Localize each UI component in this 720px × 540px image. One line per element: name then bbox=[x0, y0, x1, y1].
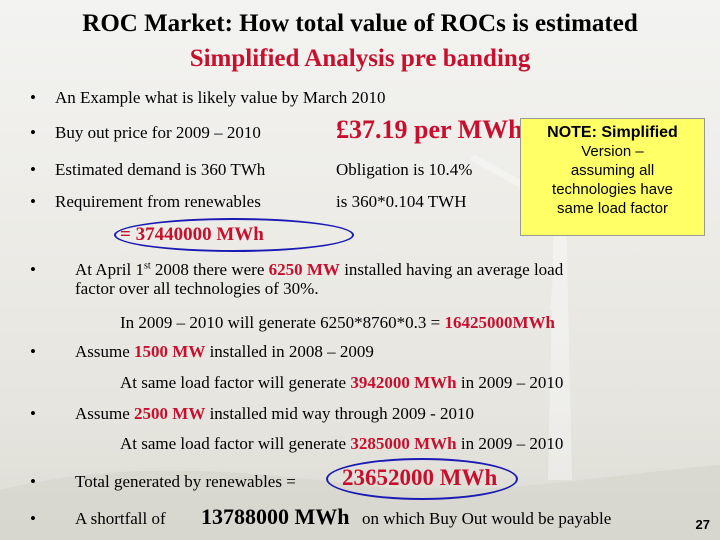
assume-1500-text: Assume 1500 MW installed in 2008 – 2009 bbox=[75, 342, 374, 362]
bullet-marker: • bbox=[30, 509, 36, 528]
note-line: Version – bbox=[581, 143, 644, 160]
bullet-marker: • bbox=[30, 404, 36, 423]
buyout-label: Buy out price for 2009 – 2010 bbox=[55, 123, 261, 142]
bullet-marker: • bbox=[30, 472, 36, 491]
text-part: At same load factor will generate bbox=[120, 434, 351, 453]
generation-calc-1: In 2009 – 2010 will generate 6250*8760*0… bbox=[120, 313, 555, 333]
text-part: At April 1 bbox=[75, 260, 144, 279]
buyout-price: £37.19 per MWh bbox=[336, 115, 523, 144]
slide-subtitle: Simplified Analysis pre banding bbox=[189, 45, 531, 72]
requirement-text: Requirement from renewables bbox=[55, 192, 261, 211]
text-part: Assume bbox=[75, 342, 135, 361]
highlight-oval bbox=[114, 218, 354, 252]
obligation-text: Obligation is 10.4% bbox=[336, 160, 473, 179]
bullet-marker: • bbox=[30, 88, 36, 107]
text-part: in 2009 – 2010 bbox=[456, 434, 564, 453]
note-heading: NOTE: Simplified bbox=[547, 124, 678, 141]
text-part: installed mid way through 2009 - 2010 bbox=[205, 404, 474, 423]
shortfall-label: A shortfall of bbox=[75, 509, 166, 528]
text-sup: st bbox=[143, 260, 151, 272]
note-line: same load factor bbox=[557, 200, 668, 217]
capacity-value: 2500 MW bbox=[134, 404, 206, 423]
bullet-marker: • bbox=[30, 260, 36, 279]
text-part: in 2009 – 2010 bbox=[456, 373, 564, 392]
assume-2500-text: Assume 2500 MW installed mid way through… bbox=[75, 404, 474, 424]
bullet-marker: • bbox=[30, 160, 36, 179]
installed-capacity-text: At April 1st 2008 there were 6250 MW ins… bbox=[75, 260, 563, 280]
total-generated-text: Total generated by renewables = bbox=[75, 472, 296, 491]
bullet-marker: • bbox=[30, 192, 36, 211]
text-part: In 2009 – 2010 will generate 6250*8760*0… bbox=[120, 313, 445, 332]
generation-value: 3942000 MWh bbox=[350, 373, 457, 392]
note-line: technologies have bbox=[552, 181, 673, 198]
slide-title: ROC Market: How total value of ROCs is e… bbox=[82, 10, 638, 37]
capacity-value: 1500 MW bbox=[134, 342, 206, 361]
shortfall-value: 13788000 MWh bbox=[201, 504, 350, 529]
generation-calc-2: At same load factor will generate 394200… bbox=[120, 373, 563, 393]
highlight-oval bbox=[326, 458, 518, 500]
generation-value: 3285000 MWh bbox=[350, 434, 457, 453]
bullet-marker: • bbox=[30, 123, 36, 142]
text-part: 2008 there were bbox=[150, 260, 269, 279]
page-number: 27 bbox=[695, 517, 710, 532]
shortfall-note: on which Buy Out would be payable bbox=[362, 509, 612, 528]
text-part: Assume bbox=[75, 404, 135, 423]
requirement-calc: is 360*0.104 TWH bbox=[336, 192, 467, 211]
note-box: NOTE: Simplified Version – assuming all … bbox=[520, 118, 705, 236]
bullet-example: An Example what is likely value by March… bbox=[55, 88, 386, 107]
generation-value: 16425000MWh bbox=[444, 313, 556, 332]
generation-calc-3: At same load factor will generate 328500… bbox=[120, 434, 563, 454]
text-part: installed in 2008 – 2009 bbox=[205, 342, 374, 361]
text-part: At same load factor will generate bbox=[120, 373, 351, 392]
text-part: installed having an average load bbox=[339, 260, 564, 279]
load-factor-text: factor over all technologies of 30%. bbox=[75, 279, 319, 298]
capacity-value: 6250 MW bbox=[268, 260, 340, 279]
bullet-marker: • bbox=[30, 342, 36, 361]
note-line: assuming all bbox=[570, 162, 655, 179]
demand-text: Estimated demand is 360 TWh bbox=[55, 160, 266, 179]
background-hills bbox=[0, 465, 720, 540]
